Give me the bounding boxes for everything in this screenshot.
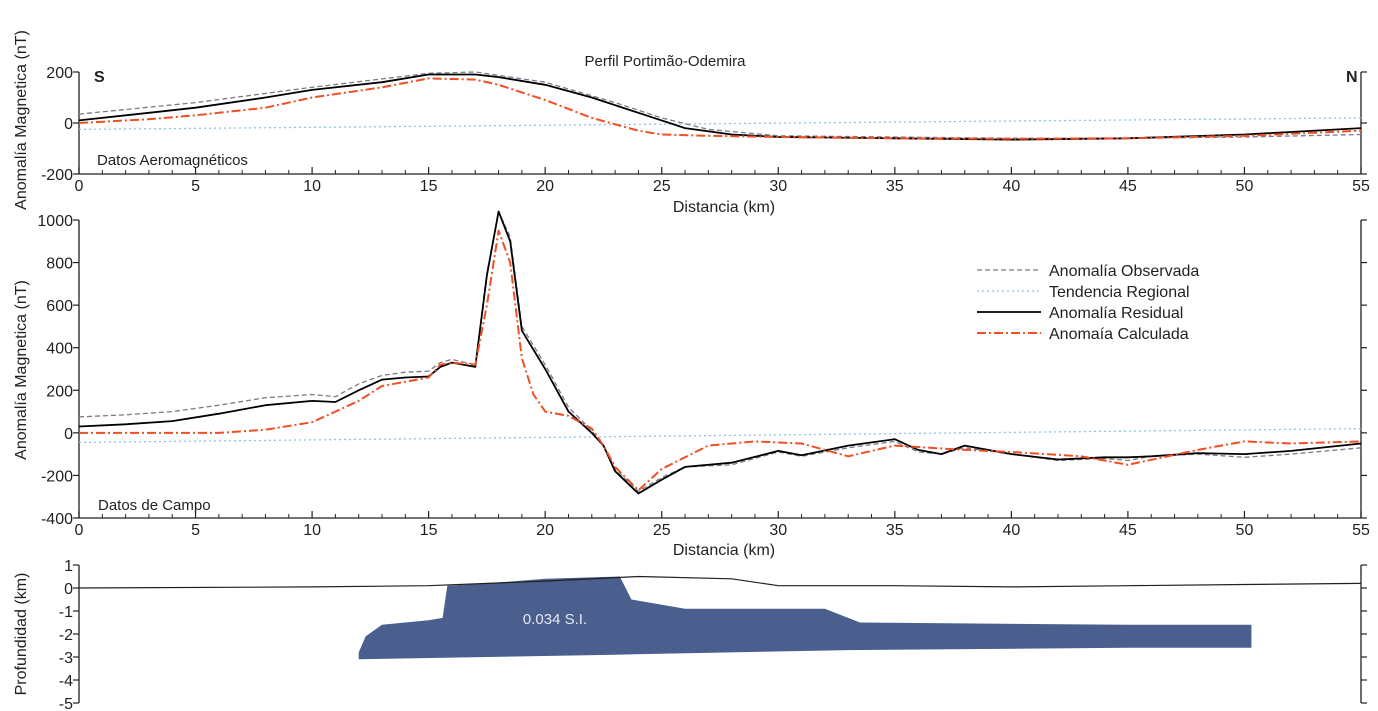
x-tick-label: 10 — [303, 522, 321, 539]
x-tick-label: 15 — [420, 522, 438, 539]
y-tick-label: 600 — [46, 298, 73, 315]
series-line-residual — [78, 210, 1362, 495]
legend-label-observed: Anomalía Observada — [1049, 263, 1199, 280]
magnetic-body — [358, 576, 1252, 660]
y-axis-label-aeromagnetic: Anomalía Magnetica (nT) — [13, 30, 30, 210]
x-tick-label: 0 — [75, 178, 84, 195]
series-line-calculated — [79, 229, 1362, 492]
y-tick-label: 200 — [46, 383, 73, 400]
x-tick-label: 55 — [1352, 178, 1370, 195]
x-tick-label: 35 — [886, 178, 904, 195]
series-line-regional — [78, 117, 1362, 131]
x-tick-label: 50 — [1236, 522, 1254, 539]
x-tick-label: 15 — [420, 178, 438, 195]
x-tick-label: 20 — [536, 178, 554, 195]
y-tick-label: 200 — [46, 65, 73, 82]
series-line-regional — [78, 427, 1362, 444]
legend: Anomalía Observada Tendencia Regional Anom… — [977, 263, 1199, 343]
figure-title: Perfil Portimão-Odemira — [585, 53, 747, 70]
x-tick-label: 45 — [1119, 522, 1137, 539]
axes: 0 5 10 15 20 25 30 35 40 45 50 55 -400 -200 0 200 400 600… — [37, 213, 1370, 539]
x-tick-label: 45 — [1119, 178, 1137, 195]
y-tick-label: 400 — [46, 341, 73, 358]
depth-tick-label: -2 — [59, 627, 73, 644]
x-tick-label: 50 — [1236, 178, 1254, 195]
series-line-calculated — [78, 77, 1362, 140]
depth-tick-label: -3 — [59, 650, 73, 667]
x-tick-label: 40 — [1002, 522, 1020, 539]
y-axis-label-depth: Profundidad (km) — [13, 573, 30, 696]
depth-tick-label: -5 — [59, 696, 73, 711]
depth-tick-label: 1 — [64, 558, 73, 575]
legend-label-regional: Tendencia Regional — [1049, 284, 1190, 301]
depth-tick-label: -4 — [59, 673, 73, 690]
body-susceptibility-label: 0.034 S.I. — [523, 611, 587, 628]
x-tick-label: 0 — [75, 522, 84, 539]
y-tick-label: 0 — [64, 426, 73, 443]
topography-line — [78, 575, 1362, 589]
x-tick-label: 35 — [886, 522, 904, 539]
depth-tick-label: 0 — [64, 581, 73, 598]
y-tick-label: 800 — [46, 256, 73, 273]
model-panel: Profundidad (km) 0.034 S.I. 1 0 -1 -2 -3 -4 -5 — [13, 558, 1367, 711]
series-line-observed — [78, 71, 1362, 139]
y-tick-label: 0 — [64, 116, 73, 133]
y-axis-label-field: Anomalía Magnetica (nT) — [13, 280, 30, 460]
label-south: S — [94, 69, 105, 86]
y-tick-label: -200 — [41, 468, 73, 485]
x-tick-label: 5 — [191, 178, 200, 195]
x-tick-label: 40 — [1002, 178, 1020, 195]
x-tick-label: 30 — [769, 178, 787, 195]
y-tick-label: 1000 — [37, 213, 73, 230]
x-axis-label-aeromagnetic: Distancia (km) — [673, 199, 775, 216]
aeromagnetic-panel: Datos Aeromagnéticos Anomalía Magnetica … — [13, 30, 1370, 216]
legend-label-residual: Anomalía Residual — [1049, 305, 1183, 322]
legend-label-calculated: Anomaía Calculada — [1049, 326, 1189, 343]
x-tick-label: 5 — [191, 522, 200, 539]
panel-annotation-aeromagnetic: Datos Aeromagnéticos — [97, 152, 248, 169]
x-tick-label: 30 — [769, 522, 787, 539]
x-tick-label: 55 — [1352, 522, 1370, 539]
x-tick-label: 25 — [653, 178, 671, 195]
y-tick-label: -200 — [41, 167, 73, 184]
x-tick-label: 10 — [303, 178, 321, 195]
panel-annotation-field: Datos de Campo — [98, 497, 211, 514]
x-tick-label: 20 — [536, 522, 554, 539]
y-tick-label: -400 — [41, 511, 73, 528]
label-north: N — [1346, 69, 1358, 86]
field-panel: Datos de Campo Anomalía Magnetica (nT) D… — [13, 210, 1370, 559]
x-tick-label: 25 — [653, 522, 671, 539]
depth-tick-label: -1 — [59, 604, 73, 621]
x-axis-label-field: Distancia (km) — [673, 542, 775, 559]
series-line-observed — [78, 210, 1362, 493]
